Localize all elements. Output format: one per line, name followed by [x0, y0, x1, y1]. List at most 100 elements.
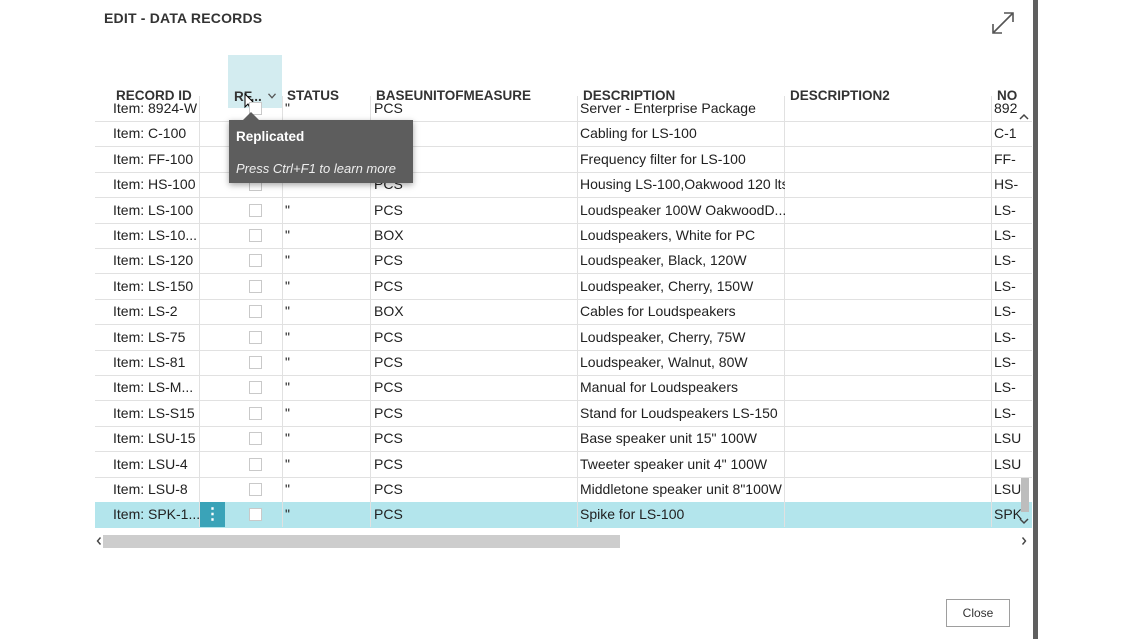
- status-cell[interactable]: ": [285, 176, 290, 193]
- record-id-cell[interactable]: Item: LS-100: [113, 201, 194, 218]
- table-row[interactable]: Item: LS-100 " PCS Loudspeaker 100W Oakwood…: [95, 197, 1032, 224]
- record-id-cell[interactable]: Item: LS-120: [113, 252, 194, 269]
- description-cell[interactable]: Loudspeaker, Cherry, 150W: [580, 277, 754, 294]
- record-id-cell[interactable]: Item: LS-75: [113, 328, 186, 345]
- description-cell[interactable]: Server - Enterprise Package: [580, 100, 756, 116]
- base-unit-cell[interactable]: PCS: [374, 328, 403, 345]
- status-cell[interactable]: ": [285, 227, 290, 243]
- status-cell[interactable]: ": [285, 404, 290, 421]
- base-unit-cell[interactable]: PCS: [374, 404, 403, 421]
- more-options-icon[interactable]: ⋮: [200, 502, 225, 528]
- base-unit-cell[interactable]: BOX: [374, 227, 404, 243]
- replicated-checkbox[interactable]: [249, 356, 262, 369]
- column-header-record-id[interactable]: RECORD ID: [116, 88, 192, 103]
- table-row[interactable]: Item: LS-120 " PCS Loudspeaker, Black, 120W…: [95, 248, 1032, 275]
- description-cell[interactable]: Middletone speaker unit 8"100W: [580, 481, 782, 497]
- expand-icon[interactable]: [990, 10, 1016, 36]
- description-cell[interactable]: Tweeter speaker unit 4" 100W: [580, 455, 768, 472]
- table-row[interactable]: Item: LS-75 " PCS Loudspeaker, Cherry, 75W L…: [95, 324, 1032, 351]
- column-header-status[interactable]: STATUS: [287, 88, 339, 103]
- no-cell[interactable]: LSU: [994, 481, 1022, 497]
- no-cell[interactable]: 892: [994, 100, 1018, 116]
- replicated-checkbox[interactable]: [249, 432, 262, 446]
- base-unit-cell[interactable]: PCS: [374, 481, 403, 497]
- description-cell[interactable]: Base speaker unit 15" 100W: [580, 430, 757, 447]
- description-cell[interactable]: Spike for LS-100: [580, 506, 685, 523]
- base-unit-cell[interactable]: PCS: [374, 455, 403, 472]
- no-cell[interactable]: SPK: [994, 506, 1023, 523]
- no-cell[interactable]: HS-: [994, 176, 1019, 193]
- base-unit-cell[interactable]: PCS: [374, 506, 403, 523]
- horizontal-scrollbar-thumb[interactable]: [103, 535, 620, 548]
- description-cell[interactable]: Loudspeaker, Cherry, 75W: [580, 328, 746, 345]
- table-row[interactable]: Item: LS-81 " PCS Loudspeaker, Walnut, 80W L…: [95, 350, 1032, 376]
- description-cell[interactable]: Frequency filter for LS-100: [580, 150, 746, 167]
- description-cell[interactable]: Cabling for LS-100: [580, 125, 697, 142]
- status-cell[interactable]: ": [285, 328, 290, 345]
- status-cell[interactable]: ": [285, 252, 290, 269]
- record-id-cell[interactable]: Item: SPK-1...: [113, 506, 199, 523]
- no-cell[interactable]: LS-: [994, 354, 1016, 370]
- chevron-down-icon[interactable]: [268, 93, 276, 99]
- replicated-checkbox[interactable]: [249, 381, 262, 395]
- status-cell[interactable]: ": [285, 430, 290, 447]
- record-id-cell[interactable]: Item: LSU-4: [113, 455, 188, 472]
- status-cell[interactable]: ": [285, 506, 290, 523]
- description-cell[interactable]: Loudspeaker, Walnut, 80W: [580, 354, 748, 370]
- description-cell[interactable]: Housing LS-100,Oakwood 120 lts: [580, 176, 785, 193]
- replicated-checkbox[interactable]: [249, 229, 262, 242]
- record-id-cell[interactable]: Item: LS-150: [113, 277, 194, 294]
- record-id-cell[interactable]: Item: LS-10...: [113, 227, 198, 243]
- description-cell[interactable]: Loudspeaker, Black, 120W: [580, 252, 747, 269]
- close-button[interactable]: Close: [946, 599, 1010, 627]
- base-unit-cell[interactable]: BOX: [374, 303, 404, 320]
- record-id-cell[interactable]: Item: LS-2: [113, 303, 178, 320]
- base-unit-cell[interactable]: PCS: [374, 252, 403, 269]
- table-row[interactable]: Item: LSU-4 " PCS Tweeter speaker unit 4" 1…: [95, 451, 1032, 478]
- description-cell[interactable]: Manual for Loudspeakers: [580, 379, 738, 396]
- record-id-cell[interactable]: Item: HS-100: [113, 176, 196, 193]
- table-row[interactable]: Item: SPK-1... ⋮ " PCS Spike for LS-100 SPK: [95, 502, 1032, 529]
- no-cell[interactable]: LS-: [994, 328, 1016, 345]
- column-header-description[interactable]: DESCRIPTION: [583, 88, 676, 103]
- column-header-no[interactable]: NO: [997, 88, 1018, 103]
- replicated-checkbox[interactable]: [249, 305, 262, 319]
- column-header-baseunitofmeasure[interactable]: BASEUNITOFMEASURE: [376, 88, 532, 103]
- status-cell[interactable]: ": [285, 201, 290, 218]
- table-row[interactable]: Item: LS-S15 " PCS Stand for Loudspeakers L…: [95, 400, 1032, 427]
- base-unit-cell[interactable]: PCS: [374, 379, 403, 396]
- record-id-cell[interactable]: Item: C-100: [113, 125, 187, 142]
- column-header-description2[interactable]: DESCRIPTION2: [790, 88, 890, 103]
- description-cell[interactable]: Stand for Loudspeakers LS-150: [580, 404, 778, 421]
- no-cell[interactable]: LSU: [994, 430, 1022, 447]
- vertical-scrollbar[interactable]: [1017, 108, 1031, 528]
- replicated-checkbox[interactable]: [249, 508, 262, 522]
- status-cell[interactable]: ": [285, 354, 290, 370]
- record-id-cell[interactable]: Item: LSU-8: [113, 481, 188, 497]
- replicated-checkbox[interactable]: [249, 483, 262, 496]
- replicated-checkbox[interactable]: [249, 279, 262, 293]
- no-cell[interactable]: C-1: [994, 125, 1017, 142]
- record-id-cell[interactable]: Item: 8924-W: [113, 100, 198, 116]
- base-unit-cell[interactable]: PCS: [374, 201, 403, 218]
- base-unit-cell[interactable]: PCS: [374, 277, 403, 294]
- no-cell[interactable]: LS-: [994, 303, 1016, 320]
- table-row[interactable]: Item: LS-10... " BOX Loudspeakers, White fo…: [95, 223, 1032, 249]
- replicated-checkbox[interactable]: [249, 457, 262, 471]
- table-row[interactable]: Item: LS-2 " BOX Cables for Loudspeakers LS-: [95, 299, 1032, 326]
- base-unit-cell[interactable]: PCS: [374, 100, 403, 116]
- replicated-checkbox[interactable]: [249, 203, 262, 217]
- base-unit-cell[interactable]: PCS: [374, 354, 403, 370]
- replicated-checkbox[interactable]: [249, 254, 262, 268]
- record-id-cell[interactable]: Item: LS-M...: [113, 379, 194, 396]
- no-cell[interactable]: LS-: [994, 201, 1016, 218]
- replicated-checkbox[interactable]: [249, 406, 262, 420]
- scroll-down-icon[interactable]: [1017, 515, 1031, 527]
- record-id-cell[interactable]: Item: LS-81: [113, 354, 186, 370]
- status-cell[interactable]: ": [285, 379, 290, 396]
- description-cell[interactable]: Loudspeaker 100W OakwoodD...: [580, 201, 785, 218]
- replicated-checkbox[interactable]: [249, 330, 262, 344]
- no-cell[interactable]: LS-: [994, 227, 1016, 243]
- table-row[interactable]: Item: LSU-8 " PCS Middletone speaker unit 8…: [95, 477, 1032, 503]
- no-cell[interactable]: LSU: [994, 455, 1022, 472]
